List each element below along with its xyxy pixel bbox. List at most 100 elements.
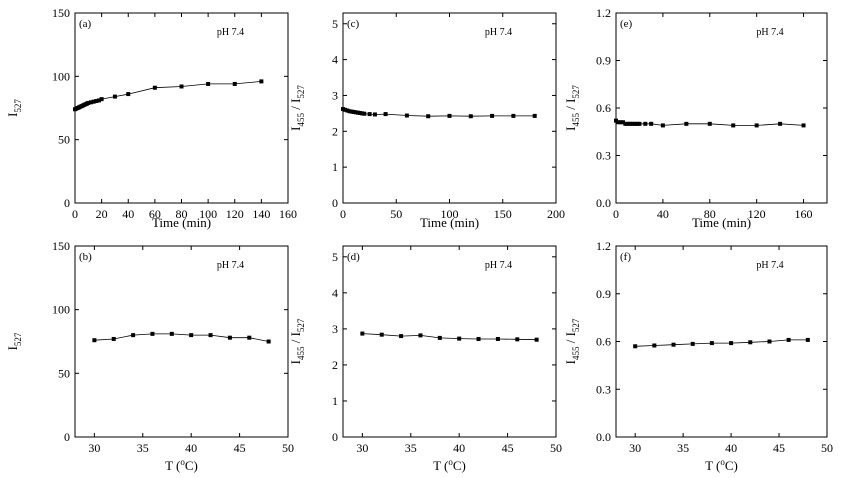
x-tick-label: 35 (137, 441, 149, 455)
data-point (91, 99, 96, 104)
data-point (709, 341, 714, 346)
y-tick-label: 100 (52, 303, 70, 317)
x-tick-label: 140 (252, 207, 270, 221)
y-tick-label: 1 (332, 394, 338, 408)
x-tick-label: 35 (677, 441, 689, 455)
panel-label: (e) (620, 18, 633, 30)
data-point (169, 331, 174, 336)
y-tick-label: 1.2 (596, 6, 611, 20)
y-tick-label: 2 (332, 124, 338, 138)
y-axis-label: I455 / I527 (563, 85, 581, 131)
y-axis-label: I527 (5, 99, 23, 117)
y-tick-label: 0 (64, 430, 70, 444)
data-point (618, 120, 623, 125)
data-point (341, 107, 345, 112)
data-point (206, 81, 211, 86)
series-line (342, 108, 535, 117)
data-point (621, 120, 626, 125)
y-tick-label: 2 (332, 358, 338, 372)
data-point (247, 335, 252, 340)
data-point (112, 94, 117, 99)
data-point (511, 113, 516, 118)
data-point (786, 337, 791, 342)
panel-label: (c) (347, 18, 360, 30)
x-axis-label: T (oC) (705, 457, 738, 473)
data-point (515, 337, 520, 342)
data-point (259, 79, 264, 84)
data-point (748, 340, 753, 345)
x-tick-label: 0 (340, 207, 346, 221)
chart-panel-f: 30 35 40 45 50 0.0 0.3 0.6 0.9 1.2 (f) pH 7.4 T (oC)… (563, 239, 833, 473)
data-point (625, 121, 630, 126)
y-tick-label: 1.2 (596, 239, 611, 253)
x-tick-label: 40 (453, 441, 465, 455)
data-point (232, 81, 237, 86)
data-point (96, 98, 101, 103)
data-point (630, 121, 635, 126)
data-point (404, 113, 409, 118)
y-tick-label: 50 (58, 366, 70, 380)
chart-panel-b: 30 35 40 45 50 0 50 100 150 (b) pH 7.4 T (oC) I527 (5, 239, 294, 473)
y-tick-label: 4 (332, 286, 338, 300)
y-tick-label: 50 (58, 133, 70, 147)
x-axis-label: Time (min) (152, 215, 211, 230)
y-tick-label: 0.0 (596, 430, 611, 444)
x-tick-label: 40 (725, 441, 737, 455)
data-point (457, 336, 462, 341)
x-tick-label: 60 (149, 207, 161, 221)
data-point (614, 118, 618, 123)
y-tick-label: 150 (52, 239, 70, 253)
data-point (731, 123, 736, 128)
ph-annotation: pH 7.4 (756, 260, 783, 271)
ph-annotation: pH 7.4 (217, 260, 244, 271)
data-point (360, 111, 365, 116)
data-point (754, 123, 759, 128)
data-point (635, 121, 640, 126)
data-point (347, 109, 352, 114)
x-tick-label: 200 (547, 207, 565, 221)
y-tick-label: 0 (332, 196, 338, 210)
data-point (383, 112, 388, 117)
data-point (684, 121, 689, 126)
y-tick-label: 0 (64, 196, 70, 210)
x-tick-label: 40 (122, 207, 134, 221)
y-axis-label: I455 / I527 (288, 85, 306, 131)
data-point (367, 112, 372, 117)
data-point (690, 341, 695, 346)
y-tick-label: 0.9 (596, 287, 611, 301)
y-tick-label: 4 (332, 53, 338, 67)
data-point (358, 111, 363, 116)
data-point (632, 121, 637, 126)
y-tick-label: 0.3 (596, 149, 611, 163)
y-axis-label: I527 (5, 332, 23, 350)
x-tick-label: 50 (390, 207, 402, 221)
x-axis-label: Time (min) (420, 215, 479, 230)
data-point (179, 84, 184, 89)
data-point (616, 120, 621, 125)
data-point (372, 112, 377, 117)
plot-frame (615, 245, 828, 438)
data-point (152, 85, 157, 90)
data-point (729, 341, 734, 346)
data-point (468, 114, 473, 119)
data-point (643, 121, 648, 126)
plot-frame (342, 245, 557, 438)
data-point (353, 110, 358, 115)
y-tick-label: 0 (332, 430, 338, 444)
y-tick-label: 0.3 (596, 382, 611, 396)
y-tick-label: 0.9 (596, 54, 611, 68)
x-tick-label: 30 (629, 441, 641, 455)
panel-label: (b) (79, 251, 92, 263)
ph-annotation: pH 7.4 (756, 27, 783, 38)
data-point (623, 121, 628, 126)
data-point (266, 339, 271, 344)
x-tick-label: 50 (821, 441, 833, 455)
data-point (399, 334, 404, 339)
data-point (649, 121, 654, 126)
x-tick-label: 0 (72, 207, 78, 221)
y-tick-label: 3 (332, 322, 338, 336)
data-point (345, 108, 350, 113)
x-tick-label: 80 (176, 207, 188, 221)
y-axis-label: I455 / I527 (288, 318, 306, 364)
data-point (355, 110, 360, 115)
